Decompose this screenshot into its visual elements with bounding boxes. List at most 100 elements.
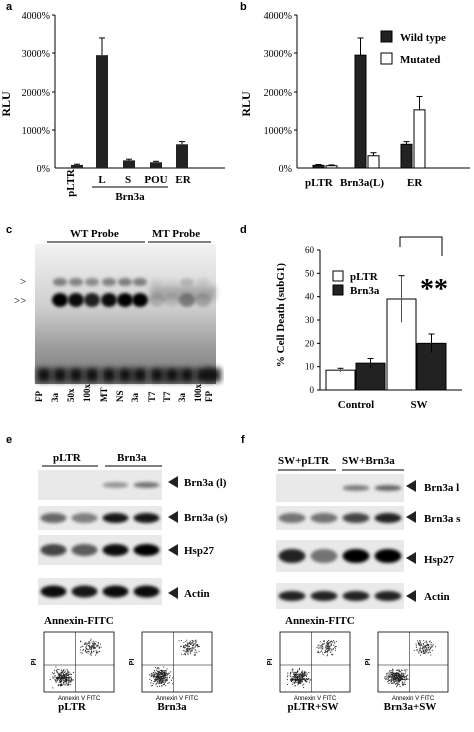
f-flow-dot [393,678,395,680]
blots-e [38,470,178,605]
f-flow-dot [393,675,395,677]
e-flow-dot [67,674,69,676]
f-flow-dot [395,673,397,675]
e-flow-dot [163,675,165,677]
f-flow-dot [295,677,297,679]
e-flow-dot [155,673,157,675]
e-flow-dot [59,673,61,675]
f-flow-dot [386,674,388,676]
e-flow-dot [163,672,165,674]
f-flow-dot [328,648,330,650]
e-flow-dot [193,654,195,656]
gel-lane-label-10: 100x [193,384,203,403]
e-flow-dot [87,642,89,644]
e-flow-dot [184,650,186,652]
e-flow-dot [187,651,189,653]
f-flow-dot [299,682,301,684]
e-flow-dot [157,682,159,684]
f-flow-dot [419,643,421,645]
e-flow-dot [166,677,168,679]
e-flow-dot [163,683,165,685]
f-flow-dot [327,645,329,647]
e-flow-dot [57,677,59,679]
e-flow-dot [186,648,188,650]
e-flow-dot [161,683,163,685]
e-flow-dot [84,643,86,645]
group-label-f-1: SW+Brn3a [342,455,395,467]
f-flow-dot [392,673,394,675]
f-flow-dot [290,679,292,681]
f-flow-dot [428,649,430,651]
e-flow-dot [155,680,157,682]
e-flow-dot [198,645,200,647]
f-flow-dot [407,678,409,680]
f-flow-dot [308,681,310,683]
e-flow-dot [156,678,158,680]
e-flow-dot [91,647,93,649]
e-flow-dot [182,650,184,652]
f-flow-dot [291,676,293,678]
e-blot-band-2-1 [71,544,98,556]
e-blot-band-2-2 [102,544,129,556]
axis-a-ylabel: RLU [0,91,13,117]
e-flow-dot [163,674,165,676]
f-flow-dot [398,678,400,680]
probe-label-wt: WT Probe [70,228,119,240]
f-flow-dot [331,653,333,655]
e-flow-dot [164,674,166,676]
f-flow-dot [398,681,400,683]
e-flow-dot [162,676,164,678]
f-flow-dot [404,673,406,675]
e-flow-dot [64,680,66,682]
e-flow-dot [85,650,87,652]
panel-a: a RLU 4000% 3000% 2000% 1000% 0% pLTR L … [0,1,225,203]
f-flow-dot [327,648,329,650]
e-flow-dot [155,679,157,681]
e-flow-dot [96,651,98,653]
f-flow-dot [397,675,399,677]
f-flow-dot [320,645,322,647]
e-flow-dot [197,644,199,646]
e-flow-dot [66,677,68,679]
e-flow-dot [154,675,156,677]
f-flow-dot [325,647,327,649]
gel-free-probe-11 [207,368,221,382]
e-flow-dot [65,678,67,680]
gel-free-probe-4 [102,368,116,382]
e-flow-dot [198,645,200,647]
f-flow-dot [386,673,388,675]
e-flow-dot [185,644,187,646]
e-flow-dot [162,674,164,676]
f-flow-dot [297,684,299,686]
f-flow-dot [321,648,323,650]
f-flow-dot [335,641,337,643]
f-flow-dot [292,668,294,670]
bars-a [71,37,188,168]
ytick-d-0: 0 [310,385,315,395]
f-flow-dot [333,640,335,642]
e-flow-dot [68,671,70,673]
f-flow-dot [331,654,333,656]
band-label-f-2: Hsp27 [424,554,454,566]
f-flow-dot [325,645,327,647]
e-flow-dot [165,670,167,672]
e-flow-dot [169,675,171,677]
e-flow-dot [165,678,167,680]
f-flow-dot [292,681,294,683]
f-flow-dot [303,683,305,685]
e-flow-dot [152,676,154,678]
e-flow-dot [186,639,188,641]
f-flow-dot [326,645,328,647]
f-flow-dot [291,683,293,685]
e-flow-dot [190,649,192,651]
f-flow-dot [301,681,303,683]
arrow-label-1: >> [14,295,26,307]
gel-free-probe-2 [69,368,83,382]
f-flow-dot [399,678,401,680]
f-flow-dot [390,681,392,683]
e-flow-dot [187,648,189,650]
f-band-arrow-0 [406,480,416,492]
f-flow-dot [420,645,422,647]
f-flow-dot [420,651,422,653]
bar-a-0 [71,164,83,168]
